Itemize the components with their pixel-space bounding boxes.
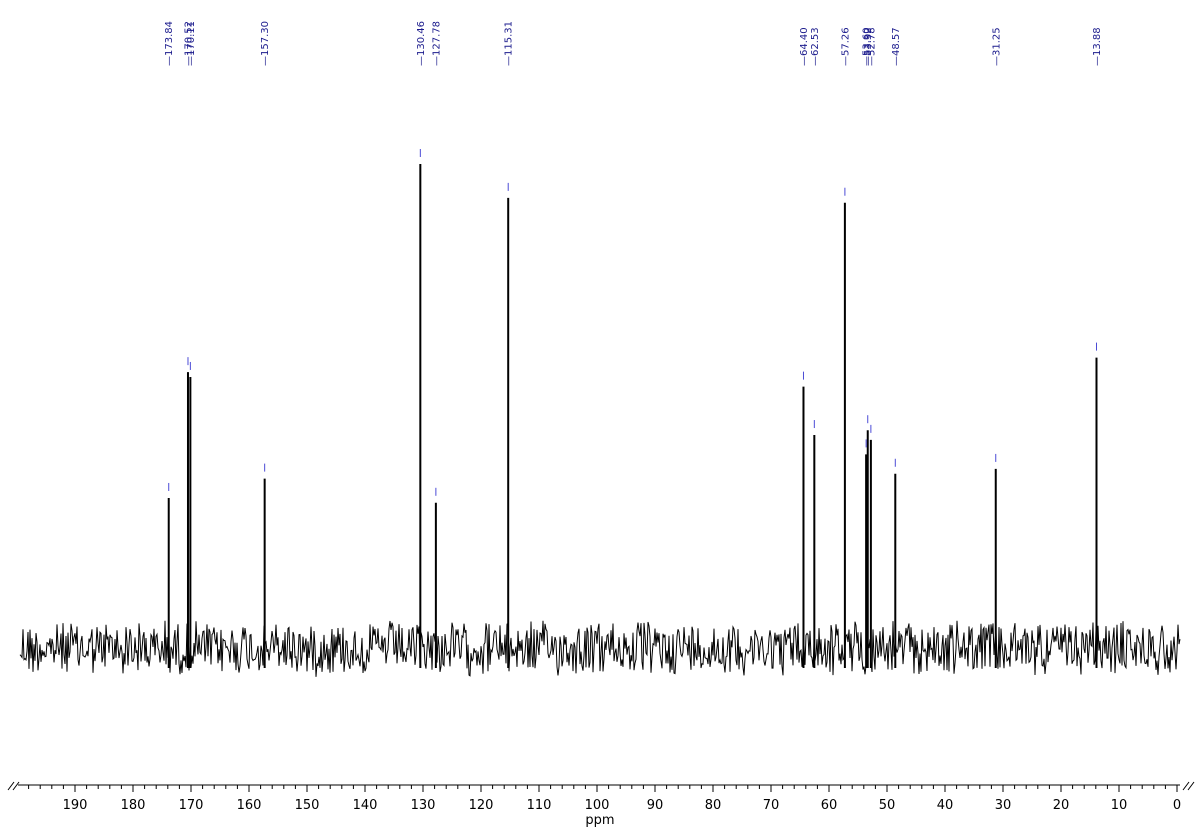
- x-tick-label-100: 100: [585, 798, 610, 813]
- peak-markers-group: [168, 149, 1097, 496]
- x-axis: 190 180 170 160 150 140 130 120 110 100 90 80 70 60 50…: [7, 781, 1195, 813]
- x-tick-label-180: 180: [121, 798, 146, 813]
- peak-label-8: —62.53: [810, 27, 821, 66]
- axis-break-left: [7, 781, 20, 791]
- x-tick-label-130: 130: [411, 798, 436, 813]
- peak-label-11: —53.32: [863, 27, 874, 66]
- peak-label-1: —170.52: [183, 21, 194, 66]
- peak-label-0: —173.84: [164, 21, 175, 66]
- x-tick-label-20: 20: [1053, 798, 1070, 813]
- x-tick-label-80: 80: [705, 798, 722, 813]
- peak-label-6: —115.31: [504, 21, 515, 66]
- peak-label-12: —52.78: [866, 27, 877, 66]
- peaks-group: [167, 164, 1098, 668]
- x-tick-label-190: 190: [63, 798, 88, 813]
- x-axis-title: ppm: [585, 813, 614, 828]
- x-tick-label-150: 150: [295, 798, 320, 813]
- baseline-noise: [19, 620, 1181, 677]
- peak-label-9: —57.26: [840, 27, 851, 66]
- peak-label-5: —127.78: [431, 21, 442, 66]
- peak-labels-group: —173.84 —170.52—170.11 —157.30 —130.46 —127.…: [164, 21, 1103, 66]
- x-tick-label-40: 40: [937, 798, 954, 813]
- peak-label-7: —64.40: [799, 27, 810, 66]
- peak-label-2: —170.11: [186, 21, 197, 66]
- peak-label-15: —13.88: [1092, 27, 1103, 66]
- peak-label-3: —157.30: [260, 21, 271, 66]
- x-tick-label-60: 60: [821, 798, 838, 813]
- x-tick-label-70: 70: [763, 798, 780, 813]
- x-tick-label-140: 140: [353, 798, 378, 813]
- x-tick-label-170: 170: [179, 798, 204, 813]
- axis-break-right: [1182, 781, 1195, 791]
- x-tick-label-10: 10: [1111, 798, 1128, 813]
- x-tick-label-0: 0: [1173, 798, 1181, 813]
- x-tick-label-120: 120: [469, 798, 494, 813]
- peak-label-10: —53.60: [862, 27, 873, 66]
- peak-label-14: —31.25: [991, 27, 1002, 66]
- noise-trace: [19, 620, 1181, 677]
- x-tick-label-110: 110: [527, 798, 552, 813]
- x-tick-label-30: 30: [995, 798, 1012, 813]
- x-tick-label-160: 160: [237, 798, 262, 813]
- peak-label-13: —48.57: [891, 27, 902, 66]
- peak-label-4: —130.46: [416, 21, 427, 66]
- x-tick-label-90: 90: [647, 798, 664, 813]
- x-tick-label-50: 50: [879, 798, 896, 813]
